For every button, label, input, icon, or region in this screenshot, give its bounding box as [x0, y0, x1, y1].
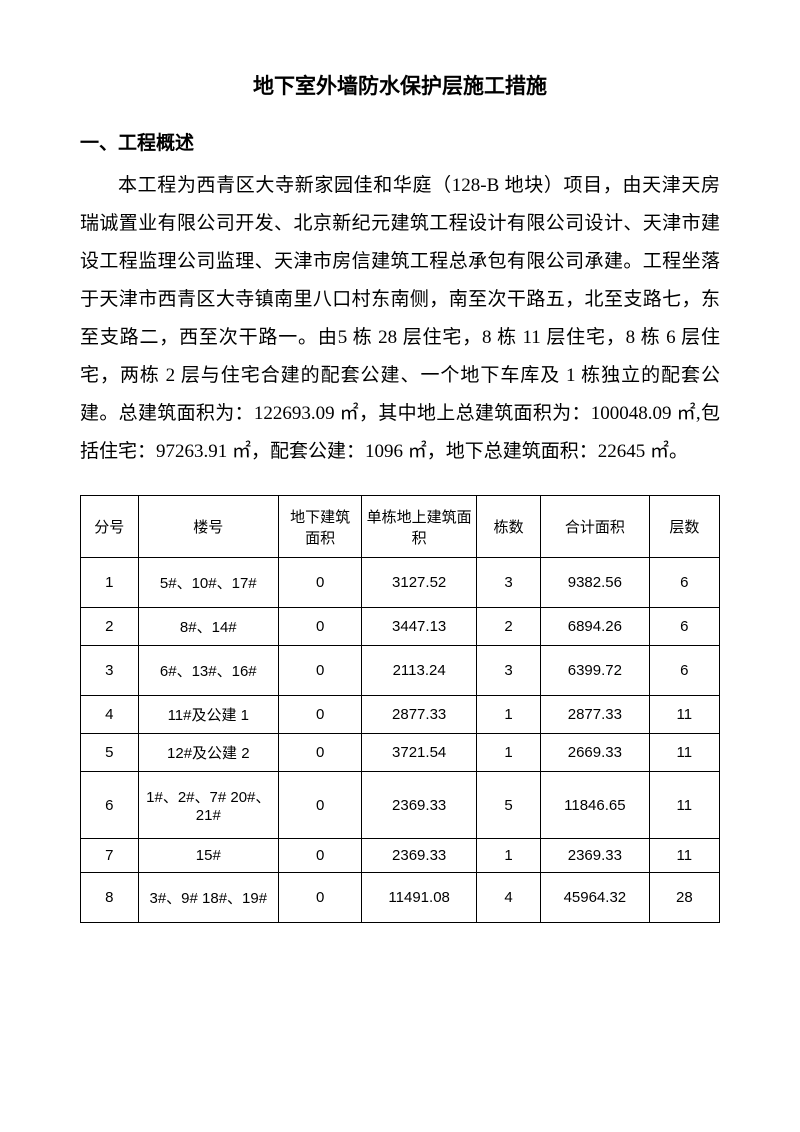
table-cell: 0: [279, 772, 362, 839]
header-above-area: 单栋地上建筑面积: [362, 496, 477, 558]
table-cell: 2113.24: [362, 646, 477, 696]
table-header-row: 分号 楼号 地下建筑面积 单栋地上建筑面积 栋数 合计面积 层数: [81, 496, 720, 558]
table-cell: 6: [649, 558, 719, 608]
table-cell: 3721.54: [362, 734, 477, 772]
table-cell: 11#及公建 1: [138, 696, 279, 734]
header-louhao: 楼号: [138, 496, 279, 558]
header-underground-area: 地下建筑面积: [279, 496, 362, 558]
table-cell: 0: [279, 873, 362, 923]
header-total-area: 合计面积: [541, 496, 650, 558]
table-row: 411#及公建 102877.3312877.3311: [81, 696, 720, 734]
table-cell: 9382.56: [541, 558, 650, 608]
table-cell: 2: [477, 608, 541, 646]
table-cell: 45964.32: [541, 873, 650, 923]
section-heading: 一、工程概述: [80, 128, 720, 155]
table-cell: 1: [477, 839, 541, 873]
table-cell: 1#、2#、7# 20#、21#: [138, 772, 279, 839]
table-cell: 2669.33: [541, 734, 650, 772]
header-fenhaoid: 分号: [81, 496, 139, 558]
table-cell: 11: [649, 696, 719, 734]
table-cell: 2369.33: [362, 839, 477, 873]
table-cell: 2369.33: [362, 772, 477, 839]
table-cell: 6399.72: [541, 646, 650, 696]
table-cell: 1: [477, 696, 541, 734]
table-cell: 28: [649, 873, 719, 923]
table-cell: 3: [477, 646, 541, 696]
table-cell: 6: [649, 646, 719, 696]
table-cell: 3: [477, 558, 541, 608]
table-cell: 11846.65: [541, 772, 650, 839]
header-floors: 层数: [649, 496, 719, 558]
table-cell: 2: [81, 608, 139, 646]
table-cell: 0: [279, 646, 362, 696]
table-cell: 0: [279, 608, 362, 646]
table-cell: 11: [649, 839, 719, 873]
building-table: 分号 楼号 地下建筑面积 单栋地上建筑面积 栋数 合计面积 层数 15#、10#…: [80, 495, 720, 923]
table-cell: 11491.08: [362, 873, 477, 923]
table-cell: 8: [81, 873, 139, 923]
table-row: 28#、14#03447.1326894.266: [81, 608, 720, 646]
table-cell: 12#及公建 2: [138, 734, 279, 772]
table-cell: 5#、10#、17#: [138, 558, 279, 608]
table-cell: 0: [279, 696, 362, 734]
table-cell: 0: [279, 734, 362, 772]
table-cell: 2877.33: [362, 696, 477, 734]
table-cell: 8#、14#: [138, 608, 279, 646]
overview-paragraph: 本工程为西青区大寺新家园佳和华庭（128-B 地块）项目，由天津天房瑞诚置业有限…: [80, 167, 720, 471]
table-cell: 7: [81, 839, 139, 873]
table-cell: 3127.52: [362, 558, 477, 608]
table-cell: 4: [477, 873, 541, 923]
page-title: 地下室外墙防水保护层施工措施: [80, 70, 720, 100]
table-cell: 11: [649, 734, 719, 772]
table-row: 15#、10#、17#03127.5239382.566: [81, 558, 720, 608]
table-cell: 0: [279, 839, 362, 873]
table-cell: 1: [477, 734, 541, 772]
table-row: 83#、9# 18#、19#011491.08445964.3228: [81, 873, 720, 923]
table-row: 61#、2#、7# 20#、21#02369.33511846.6511: [81, 772, 720, 839]
table-cell: 6: [81, 772, 139, 839]
table-cell: 0: [279, 558, 362, 608]
table-cell: 3#、9# 18#、19#: [138, 873, 279, 923]
header-count: 栋数: [477, 496, 541, 558]
table-cell: 11: [649, 772, 719, 839]
table-cell: 6: [649, 608, 719, 646]
table-cell: 15#: [138, 839, 279, 873]
table-row: 36#、13#、16#02113.2436399.726: [81, 646, 720, 696]
table-cell: 5: [81, 734, 139, 772]
table-cell: 4: [81, 696, 139, 734]
table-cell: 3447.13: [362, 608, 477, 646]
table-cell: 2369.33: [541, 839, 650, 873]
table-cell: 6894.26: [541, 608, 650, 646]
table-cell: 6#、13#、16#: [138, 646, 279, 696]
table-row: 512#及公建 203721.5412669.3311: [81, 734, 720, 772]
table-row: 715#02369.3312369.3311: [81, 839, 720, 873]
table-cell: 2877.33: [541, 696, 650, 734]
table-cell: 1: [81, 558, 139, 608]
table-cell: 5: [477, 772, 541, 839]
table-cell: 3: [81, 646, 139, 696]
